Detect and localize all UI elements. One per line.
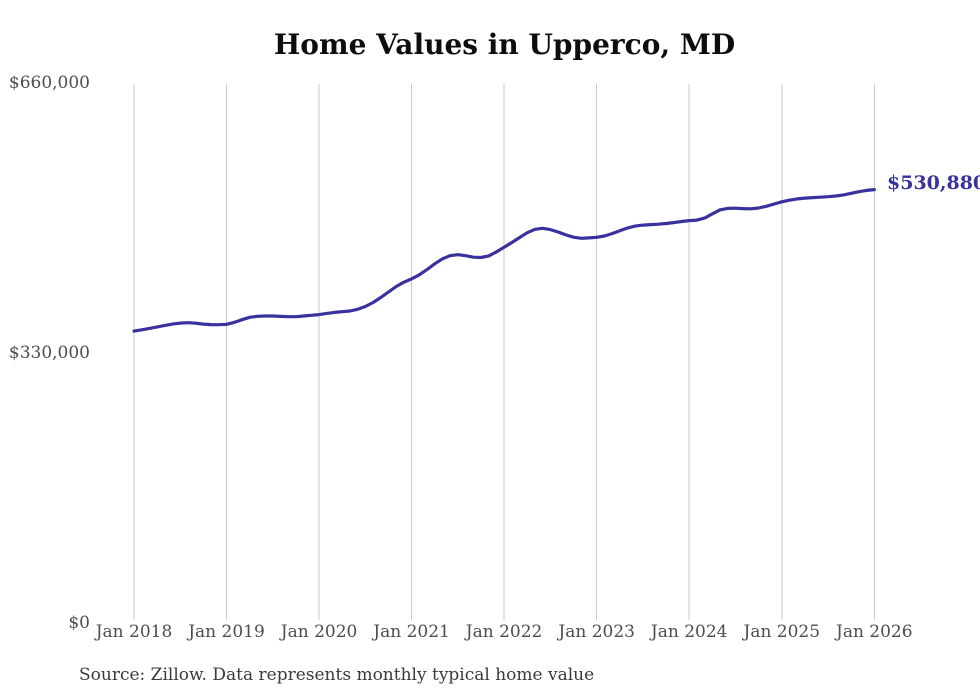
y-tick-label-0: $0 — [68, 613, 90, 633]
x-tick-label: Jan 2026 — [836, 622, 913, 642]
x-tick-label: Jan 2019 — [188, 622, 265, 642]
gridlines — [133, 84, 875, 620]
y-tick-label-660000: $660,000 — [8, 73, 90, 93]
x-tick-label: Jan 2025 — [743, 622, 821, 642]
source-note: Source: Zillow. Data represents monthly … — [79, 665, 595, 685]
home-value-line-series — [132, 188, 876, 333]
x-tick-label: Jan 2018 — [95, 622, 173, 642]
x-tick-label: Jan 2023 — [558, 622, 635, 642]
x-tick-label: Jan 2021 — [373, 622, 450, 642]
latest-value-label: $530,880 — [887, 172, 980, 194]
y-tick-label-330000: $330,000 — [8, 343, 90, 363]
x-tick-label: Jan 2020 — [280, 622, 358, 642]
chart-title: Home Values in Upperco, MD — [273, 28, 736, 61]
x-tick-label: Jan 2024 — [650, 622, 728, 642]
x-tick-label: Jan 2022 — [465, 622, 543, 642]
